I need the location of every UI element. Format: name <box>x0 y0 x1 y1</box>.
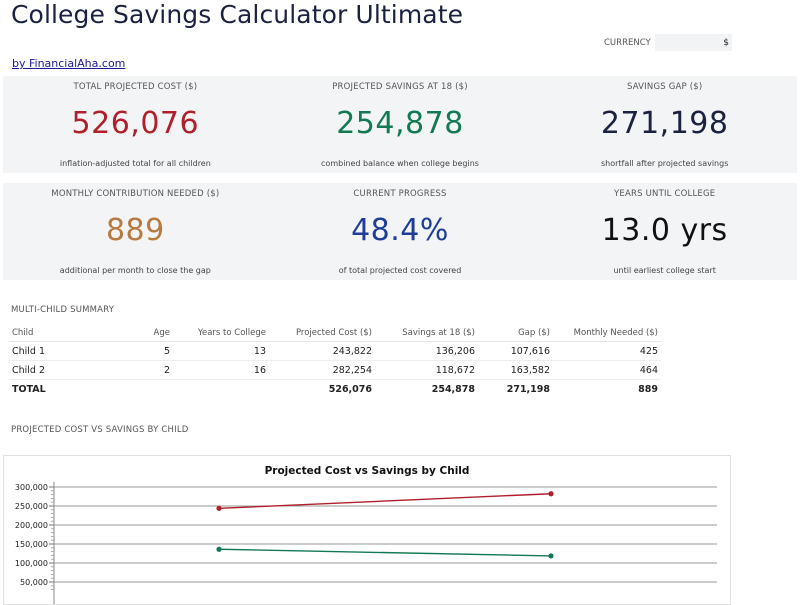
kpi-years-until-college: YEARS UNTIL COLLEGE 13.0 yrs until earli… <box>532 183 797 280</box>
kpi-subtext: combined balance when college begins <box>321 159 479 168</box>
kpi-label: TOTAL PROJECTED COST ($) <box>73 82 198 92</box>
column-header: Gap ($) <box>478 324 553 342</box>
table-row: Child 1 5 13 243,822 136,206 107,616 425 <box>9 341 661 361</box>
table-cell: 526,076 <box>328 383 372 395</box>
y-tick-label: 300,000 <box>15 483 48 492</box>
chart-section-heading: PROJECTED COST VS SAVINGS BY CHILD <box>11 425 189 435</box>
data-point <box>216 505 222 511</box>
column-header: Monthly Needed ($) <box>553 324 661 342</box>
kpi-label: MONTHLY CONTRIBUTION NEEDED ($) <box>51 189 220 199</box>
column-header: Years to College <box>173 324 269 342</box>
table-cell: 2 <box>125 360 173 380</box>
table-header-row: Child Age Years to College Projected Cos… <box>9 324 661 342</box>
kpi-label: CURRENT PROGRESS <box>353 189 447 199</box>
kpi-value: 271,198 <box>600 106 729 141</box>
byline-link[interactable]: by FinancialAha.com <box>12 57 126 70</box>
kpi-value: 13.0 yrs <box>601 213 728 248</box>
table-total-row: TOTAL 526,076 254,878 271,198 889 <box>9 380 661 399</box>
table-cell: 5 <box>125 341 173 361</box>
table-cell <box>125 380 173 399</box>
kpi-value: 526,076 <box>71 106 200 141</box>
kpi-subtext: additional per month to close the gap <box>59 266 211 275</box>
y-tick-label: 50,000 <box>20 578 48 587</box>
chart-panel: Projected Cost vs Savings by Child 50,000… <box>3 455 731 605</box>
series-line-0 <box>218 493 552 510</box>
y-tick-label: 150,000 <box>15 540 48 549</box>
table-cell: 254,878 <box>431 383 475 395</box>
kpi-label: YEARS UNTIL COLLEGE <box>614 189 716 199</box>
y-tick-label: 200,000 <box>15 521 48 530</box>
summary-table: Child Age Years to College Projected Cos… <box>9 324 661 398</box>
kpi-value: 889 <box>105 213 165 248</box>
data-point <box>548 553 554 559</box>
currency-input[interactable] <box>655 34 732 51</box>
table-cell: 16 <box>173 360 269 380</box>
summary-heading: MULTI-CHILD SUMMARY <box>11 305 115 315</box>
kpi-subtext: inflation-adjusted total for all childre… <box>59 159 211 168</box>
kpi-monthly-contribution: MONTHLY CONTRIBUTION NEEDED ($) 889 addi… <box>3 183 268 280</box>
kpi-subtext: shortfall after projected savings <box>600 159 729 168</box>
kpi-label: PROJECTED SAVINGS AT 18 ($) <box>332 82 468 92</box>
kpi-row-secondary: MONTHLY CONTRIBUTION NEEDED ($) 889 addi… <box>3 183 797 280</box>
table-cell: Child 1 <box>9 341 125 361</box>
kpi-projected-savings: PROJECTED SAVINGS AT 18 ($) 254,878 comb… <box>268 76 533 173</box>
page-title: College Savings Calculator Ultimate <box>11 0 464 29</box>
table-cell: TOTAL <box>12 383 46 395</box>
column-header: Child <box>9 324 125 342</box>
table-cell: 889 <box>638 383 658 395</box>
kpi-total-projected-cost: TOTAL PROJECTED COST ($) 526,076 inflati… <box>3 76 268 173</box>
column-header: Savings at 18 ($) <box>375 324 478 342</box>
kpi-current-progress: CURRENT PROGRESS 48.4% of total projecte… <box>268 183 533 280</box>
line-chart: Projected Cost vs Savings by Child 50,000… <box>15 465 717 604</box>
table-cell: 425 <box>553 341 661 361</box>
kpi-row-primary: TOTAL PROJECTED COST ($) 526,076 inflati… <box>3 76 797 173</box>
kpi-label: SAVINGS GAP ($) <box>626 82 703 92</box>
table-cell: 118,672 <box>375 360 478 380</box>
kpi-subtext: of total projected cost covered <box>338 266 462 275</box>
column-header: Projected Cost ($) <box>269 324 375 342</box>
y-tick-label: 100,000 <box>15 559 48 568</box>
y-tick-label: 250,000 <box>15 502 48 511</box>
table-row: Child 2 2 16 282,254 118,672 163,582 464 <box>9 360 661 380</box>
table-cell: 136,206 <box>375 341 478 361</box>
table-cell: 107,616 <box>478 341 553 361</box>
table-cell: Child 2 <box>9 360 125 380</box>
currency-label: CURRENCY <box>604 38 651 48</box>
table-cell: 282,254 <box>269 360 375 380</box>
kpi-savings-gap: SAVINGS GAP ($) 271,198 shortfall after … <box>532 76 797 173</box>
table-cell: 13 <box>173 341 269 361</box>
data-point <box>548 491 554 497</box>
table-cell: 163,582 <box>478 360 553 380</box>
table-cell <box>173 380 269 399</box>
chart-title: Projected Cost vs Savings by Child <box>265 465 470 477</box>
data-point <box>216 546 222 552</box>
column-header: Age <box>125 324 173 342</box>
kpi-value: 48.4% <box>351 213 449 248</box>
series-line-1 <box>218 548 552 557</box>
table-cell: 464 <box>553 360 661 380</box>
table-cell: 243,822 <box>269 341 375 361</box>
table-cell: 271,198 <box>506 383 550 395</box>
kpi-value: 254,878 <box>336 106 464 141</box>
kpi-subtext: until earliest college start <box>613 266 716 275</box>
